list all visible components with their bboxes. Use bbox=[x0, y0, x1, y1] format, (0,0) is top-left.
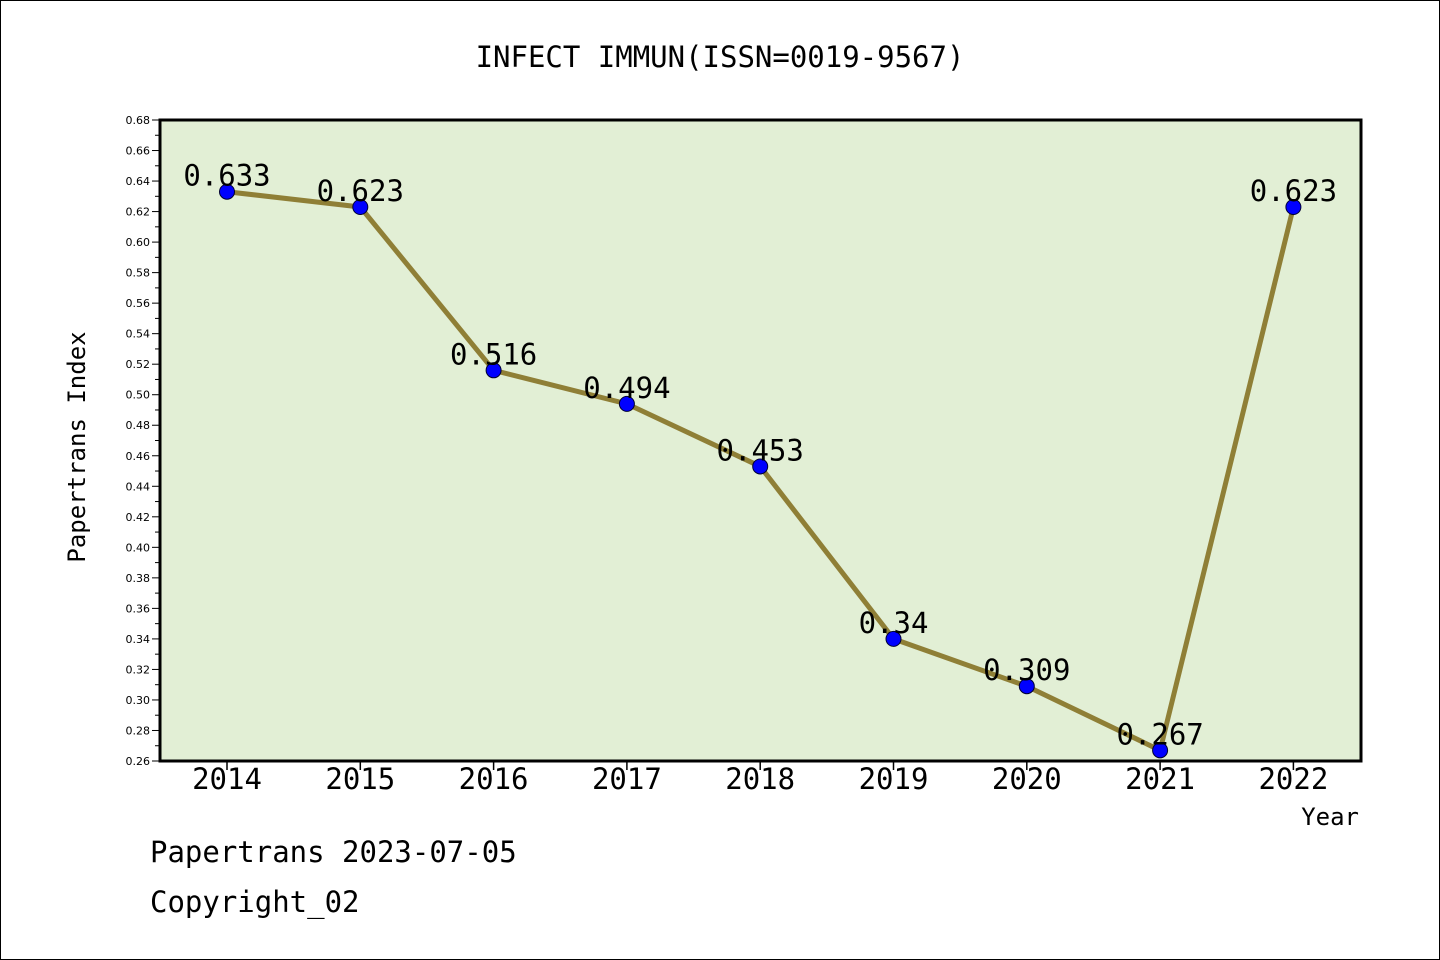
y-tick-label: 0.38 bbox=[126, 572, 151, 585]
x-tick-label: 2021 bbox=[1125, 762, 1195, 796]
y-tick-label: 0.54 bbox=[126, 328, 151, 341]
data-label: 0.623 bbox=[1250, 174, 1337, 208]
x-tick-label: 2015 bbox=[325, 762, 395, 796]
y-tick-label: 0.58 bbox=[126, 267, 151, 280]
y-tick-label: 0.56 bbox=[126, 297, 151, 310]
data-point bbox=[1018, 678, 1035, 695]
y-tick-label: 0.52 bbox=[126, 358, 151, 371]
y-tick-label: 0.68 bbox=[126, 114, 151, 127]
y-tick-label: 0.64 bbox=[126, 175, 151, 188]
series-layer: 0.633 0.623 0.516 0.494 0.453 0.34 0.309 0.267 0… bbox=[183, 159, 1337, 759]
data-label: 0.623 bbox=[317, 174, 404, 208]
x-axis-label: Year bbox=[1301, 803, 1359, 831]
data-label: 0.633 bbox=[183, 159, 270, 193]
y-tick-label: 0.34 bbox=[126, 633, 151, 646]
data-point bbox=[485, 362, 502, 379]
x-tick-label: 2018 bbox=[725, 762, 795, 796]
y-tick-label: 0.30 bbox=[126, 694, 151, 707]
y-tick-label: 0.32 bbox=[126, 663, 151, 676]
y-tick-label: 0.26 bbox=[126, 755, 151, 768]
y-tick-label: 0.50 bbox=[126, 389, 151, 402]
data-label: 0.516 bbox=[450, 337, 537, 371]
y-tick-label: 0.46 bbox=[126, 450, 151, 463]
y-tick-label: 0.28 bbox=[126, 724, 151, 737]
data-point bbox=[1285, 198, 1302, 215]
data-label: 0.267 bbox=[1116, 717, 1203, 751]
x-tick-label: 2014 bbox=[192, 762, 262, 796]
x-tick-label: 2022 bbox=[1258, 762, 1328, 796]
data-label: 0.309 bbox=[983, 653, 1070, 687]
data-point bbox=[618, 395, 635, 412]
footer-source: Papertrans 2023-07-05 bbox=[150, 835, 517, 869]
y-tick-label: 0.48 bbox=[126, 419, 151, 432]
data-point bbox=[352, 198, 369, 215]
x-axis: 2014 2015 2016 2017 2018 2019 2020 2021 2022 bbox=[192, 761, 1328, 796]
plot-area bbox=[158, 118, 1363, 763]
y-tick-label: 0.42 bbox=[126, 511, 151, 524]
data-point bbox=[752, 458, 769, 475]
y-axis-label: Papertrans Index bbox=[63, 331, 91, 562]
data-label: 0.34 bbox=[859, 606, 929, 640]
y-tick-label: 0.62 bbox=[126, 206, 151, 219]
x-tick-label: 2020 bbox=[992, 762, 1062, 796]
x-tick-label: 2017 bbox=[592, 762, 662, 796]
data-point bbox=[219, 183, 235, 200]
y-axis: 0.26 0.28 0.30 0.32 0.34 0.36 0.38 0.40 0.42 0.44… bbox=[126, 114, 161, 768]
data-point bbox=[1152, 742, 1169, 759]
y-tick-label: 0.36 bbox=[126, 602, 151, 615]
data-label: 0.494 bbox=[583, 371, 670, 405]
y-tick-label: 0.44 bbox=[126, 480, 151, 493]
y-tick-label: 0.40 bbox=[126, 541, 151, 554]
y-tick-label: 0.66 bbox=[126, 145, 151, 158]
footer-copyright: Copyright_02 bbox=[150, 885, 360, 919]
chart-title: INFECT IMMUN(ISSN=0019-9567) bbox=[476, 40, 965, 74]
data-label: 0.453 bbox=[717, 433, 804, 467]
x-tick-label: 2019 bbox=[859, 762, 929, 796]
x-tick-label: 2016 bbox=[459, 762, 529, 796]
data-point bbox=[885, 630, 902, 647]
y-tick-label: 0.60 bbox=[126, 236, 151, 249]
